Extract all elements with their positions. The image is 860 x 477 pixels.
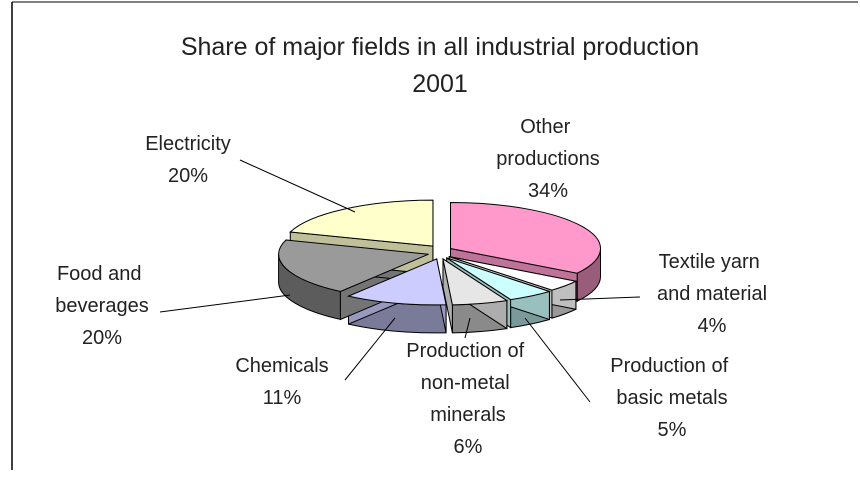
value-label: 4%	[698, 315, 727, 337]
leader-line	[464, 317, 471, 339]
value-label: 34%	[528, 180, 568, 202]
slice-label: Electricity	[145, 133, 231, 155]
slice-label: Textile yarn and material	[657, 251, 767, 305]
slice	[449, 256, 578, 291]
slice	[446, 257, 552, 301]
slice-label: Chemicals	[235, 355, 328, 377]
leader-line	[239, 159, 356, 213]
pie-tops	[278, 199, 601, 306]
slice-label: Other productions	[496, 116, 599, 170]
value-label: 6%	[454, 436, 483, 458]
slice	[289, 199, 434, 247]
slice	[442, 257, 509, 306]
value-label: 5%	[658, 419, 687, 441]
chart-title: Share of major fields in all industrial …	[181, 33, 699, 61]
slice-label: Production of basic metals	[610, 355, 733, 409]
slice-label: Production of non-metal minerals	[406, 340, 529, 426]
slice	[278, 239, 429, 292]
leader-line	[159, 294, 291, 313]
leader-line	[524, 317, 591, 403]
slice	[450, 202, 601, 274]
chart-subtitle: 2001	[412, 70, 468, 98]
leader-line	[559, 296, 641, 301]
slice	[346, 258, 447, 306]
value-label: 11%	[263, 387, 302, 409]
leader-line	[344, 317, 396, 381]
value-label: 20%	[168, 165, 208, 187]
slice-label: Food and beverages	[55, 263, 148, 317]
value-label: 20%	[82, 327, 122, 349]
